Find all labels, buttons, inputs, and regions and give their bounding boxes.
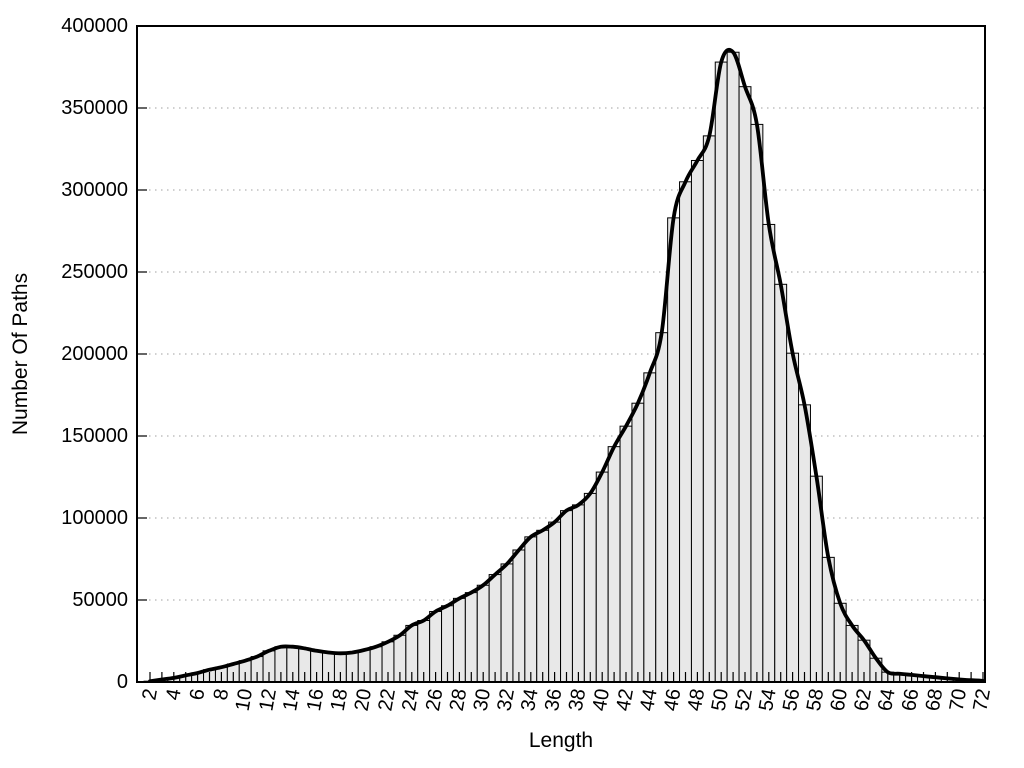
bar: [786, 352, 800, 682]
x-tick-label: 2: [138, 687, 162, 702]
y-tick-label: 200000: [61, 343, 128, 365]
x-tick-label: 48: [684, 687, 710, 713]
x-tick-label: 58: [803, 687, 829, 713]
x-tick-label: 42: [612, 687, 638, 713]
x-tick-label: 6: [186, 687, 210, 702]
bar: [512, 549, 526, 682]
x-tick-label: 28: [446, 687, 472, 713]
x-tick-label: 26: [422, 687, 448, 713]
bar: [690, 159, 704, 682]
bar: [738, 86, 752, 682]
x-tick-label: 36: [541, 687, 567, 713]
y-tick-label: 250000: [61, 261, 128, 283]
x-tick-label: 44: [636, 687, 662, 713]
x-axis-title: Length: [528, 729, 594, 752]
bar: [607, 446, 621, 682]
bar: [488, 574, 502, 682]
y-tick-label: 50000: [72, 589, 128, 611]
bar: [548, 521, 562, 682]
bar: [429, 610, 443, 682]
bar: [714, 61, 728, 682]
bar: [798, 404, 811, 682]
x-tick-label: 18: [327, 687, 353, 713]
x-tick-label: 22: [374, 687, 400, 713]
bar: [583, 492, 597, 682]
smooth-curve: [148, 47, 985, 682]
bar: [631, 402, 645, 682]
x-tick-label: 20: [351, 687, 377, 713]
bar: [679, 181, 692, 682]
bar: [619, 425, 633, 682]
x-tick-label: 54: [755, 687, 781, 713]
bar: [643, 372, 657, 682]
bar: [476, 584, 490, 682]
x-tick-label: 4: [162, 687, 186, 702]
plot-border: [136, 25, 986, 683]
x-tick-label: 64: [874, 687, 900, 713]
bar: [536, 529, 550, 682]
x-tick-label: 10: [232, 687, 258, 713]
x-tick-label: 8: [210, 687, 234, 702]
bar: [452, 597, 466, 682]
x-tick-label: 72: [969, 687, 995, 713]
bar: [464, 592, 478, 682]
bar: [571, 504, 585, 682]
y-tick-label: 400000: [61, 15, 128, 37]
bar: [702, 135, 716, 682]
x-tick-label: 52: [731, 687, 757, 713]
x-tick-label: 38: [565, 687, 591, 713]
x-tick-label: 46: [660, 687, 686, 713]
y-axis-title: Number Of Paths: [9, 272, 32, 436]
y-tick-label: 100000: [61, 507, 128, 529]
x-tick-label: 14: [279, 687, 305, 713]
x-tick-label: 12: [255, 687, 281, 713]
y-tick-label: 0: [117, 671, 128, 693]
bar: [667, 217, 681, 682]
x-tick-label: 68: [922, 687, 948, 713]
x-tick-label: 32: [493, 687, 519, 713]
histogram-bars: [143, 51, 985, 682]
x-tick-label: 16: [303, 687, 329, 713]
x-tick-label: 66: [898, 687, 924, 713]
bar: [655, 332, 669, 682]
x-tick-label: 70: [946, 687, 972, 713]
bar: [750, 123, 764, 682]
x-tick-label: 40: [589, 687, 615, 713]
x-tick-label: 24: [398, 687, 424, 713]
x-tick-label: 50: [708, 687, 734, 713]
x-tick-label: 56: [779, 687, 805, 713]
x-tick-label: 30: [470, 687, 496, 713]
bar: [726, 51, 740, 682]
y-tick-label: 300000: [61, 179, 128, 201]
y-tick-label: 350000: [61, 97, 128, 119]
bar: [441, 605, 454, 682]
bar: [595, 471, 609, 682]
x-tick-label: 34: [517, 687, 543, 713]
bar: [560, 510, 573, 682]
bar: [500, 563, 514, 682]
bar: [762, 223, 776, 682]
bar: [774, 283, 788, 682]
x-tick-label: 60: [827, 687, 853, 713]
y-tick-label: 150000: [61, 425, 128, 447]
x-tick-label: 62: [850, 687, 876, 713]
bar: [524, 536, 538, 682]
